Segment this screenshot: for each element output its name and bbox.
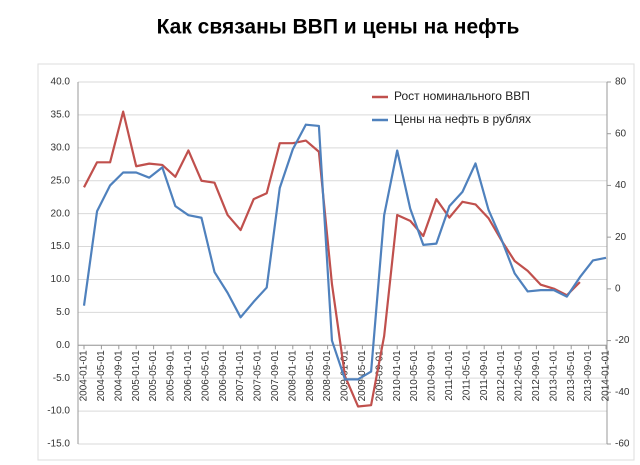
y-tick-label: 5.0 [56, 307, 70, 318]
legend-label: Рост номинального ВВП [394, 89, 530, 103]
y-tick-label: 10.0 [51, 274, 71, 285]
x-tick-label: 2007-09-01 [270, 350, 281, 402]
x-tick-label: 2008-09-01 [322, 350, 333, 402]
x-tick-label: 2012-01-01 [496, 350, 507, 402]
x-tick-label: 2012-05-01 [514, 350, 525, 402]
chart-title: Как связаны ВВП и цены на нефть [157, 16, 520, 39]
x-tick-label: 2007-05-01 [253, 350, 264, 402]
y-tick-label: -15.0 [47, 439, 70, 450]
x-tick-label: 2010-09-01 [427, 350, 438, 402]
y2-tick-label: 20 [615, 232, 627, 243]
x-tick-label: 2009-09-01 [374, 350, 385, 402]
x-tick-label: 2011-09-01 [479, 350, 490, 401]
x-tick-label: 2013-09-01 [583, 350, 594, 402]
y-tick-label: 30.0 [51, 142, 71, 153]
series-line [82, 123, 607, 381]
x-tick-label: 2005-09-01 [166, 350, 177, 402]
x-tick-label: 2011-05-01 [461, 350, 472, 401]
x-tick-label: 2005-01-01 [131, 350, 142, 402]
y2-tick-label: -40 [615, 387, 630, 398]
y-tick-label: -10.0 [47, 406, 70, 417]
y-tick-label: 0.0 [56, 340, 70, 351]
x-tick-label: 2004-05-01 [96, 350, 107, 402]
x-tick-label: 2012-09-01 [531, 350, 542, 402]
y-tick-label: 40.0 [51, 77, 71, 88]
chart-frame [37, 63, 635, 461]
x-tick-label: 2010-01-01 [392, 350, 403, 402]
y2-tick-label: -60 [615, 439, 630, 450]
y2-tick-label: 80 [615, 77, 627, 88]
x-tick-label: 2004-09-01 [113, 350, 124, 402]
x-tick-label: 2006-09-01 [218, 350, 229, 402]
x-tick-label: 2006-05-01 [200, 350, 211, 402]
x-tick-label: 2008-01-01 [287, 350, 298, 402]
y2-tick-label: 0 [615, 283, 621, 294]
series-line [83, 110, 581, 408]
y2-tick-label: -20 [615, 335, 630, 346]
y-tick-label: -5.0 [53, 373, 71, 384]
y-tick-label: 25.0 [51, 175, 71, 186]
x-tick-label: 2007-01-01 [235, 350, 246, 402]
x-tick-label: 2008-05-01 [305, 350, 316, 402]
y2-tick-label: 60 [615, 128, 627, 139]
legend-label: Цены на нефть в рублях [394, 112, 531, 126]
y-tick-label: 20.0 [51, 208, 71, 219]
y-tick-label: 35.0 [51, 110, 71, 121]
x-tick-label: 2013-01-01 [548, 350, 559, 402]
y2-tick-label: 40 [615, 180, 627, 191]
x-tick-label: 2013-05-01 [566, 350, 577, 402]
x-tick-label: 2011-01-01 [444, 350, 455, 401]
x-tick-label: 2006-01-01 [183, 350, 194, 402]
x-tick-label: 2010-05-01 [409, 350, 420, 402]
y-tick-label: 15.0 [51, 241, 71, 252]
x-tick-label: 2004-01-01 [79, 350, 90, 402]
x-tick-label: 2005-05-01 [148, 350, 159, 402]
x-tick-label: 2014-01-01 [601, 350, 612, 402]
